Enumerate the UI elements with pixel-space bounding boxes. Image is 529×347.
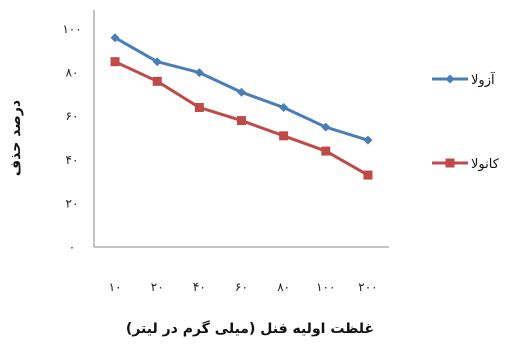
legend-item: کانولا xyxy=(432,157,500,172)
data-point xyxy=(152,57,162,67)
data-point xyxy=(279,102,289,112)
data-point xyxy=(237,116,246,126)
legend-item: آزولا xyxy=(432,71,496,88)
x-tick-label: ۲۰۰ xyxy=(358,280,377,294)
x-tick-label: ۴۰ xyxy=(193,280,206,294)
x-tick-label: ۶۰ xyxy=(235,280,248,294)
x-tick-label: ۱۰۰ xyxy=(316,280,335,294)
x-tick-labels: ۱۰ ۲۰ ۴۰ ۶۰ ۸۰ ۱۰۰ ۲۰۰ xyxy=(109,280,378,294)
y-tick-label: ۸۰ xyxy=(66,66,79,80)
x-tick-label: ۲۰ xyxy=(151,280,164,294)
x-tick-label: ۸۰ xyxy=(277,280,290,294)
legend-marker xyxy=(445,158,455,168)
axes xyxy=(93,10,389,248)
data-point xyxy=(279,131,289,141)
legend: آزولا کانولا xyxy=(432,71,500,172)
data-point xyxy=(194,68,204,78)
legend-marker xyxy=(445,74,455,84)
data-point xyxy=(110,33,120,43)
data-point xyxy=(321,146,331,156)
data-point xyxy=(152,76,162,86)
data-point xyxy=(237,87,246,97)
series-2 xyxy=(110,57,373,180)
y-axis-title: درصد حذف xyxy=(8,100,24,176)
series-1 xyxy=(110,33,373,145)
y-tick-labels: ۰ ۲۰ ۴۰ ۶۰ ۸۰ ۱۰۰ xyxy=(62,22,81,254)
legend-label: آزولا xyxy=(471,71,496,88)
y-tick-label: ۱۰۰ xyxy=(62,22,81,36)
legend-label: کانولا xyxy=(471,157,500,172)
y-tick-label: ۲۰ xyxy=(66,196,79,210)
x-axis-title: غلظت اولیه فنل (میلی گرم در لیتر) xyxy=(126,320,374,337)
data-point xyxy=(363,170,373,180)
y-tick-label: ۶۰ xyxy=(66,109,79,123)
y-tick-label: ۰ xyxy=(69,240,75,254)
data-point xyxy=(321,122,331,132)
y-tick-label: ۴۰ xyxy=(66,153,79,167)
data-point xyxy=(110,57,120,67)
x-tick-label: ۱۰ xyxy=(109,280,122,294)
data-point xyxy=(194,102,204,112)
data-point xyxy=(363,135,373,145)
series-layer xyxy=(110,33,373,180)
